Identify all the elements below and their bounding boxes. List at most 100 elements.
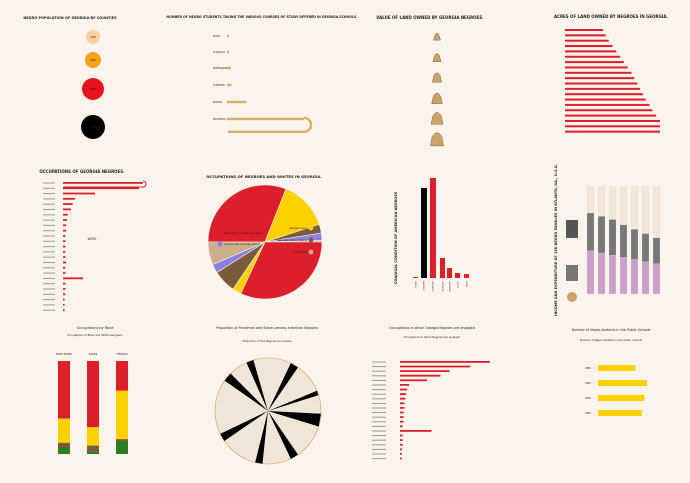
p5-bar [63, 293, 66, 296]
p11-row-label [372, 444, 386, 446]
p1-circle [85, 52, 101, 68]
p8-stack-segment [586, 185, 595, 214]
p5-bar [63, 187, 139, 190]
p8-stack-segment [619, 224, 628, 258]
p5-row-label [43, 304, 55, 306]
p5-row-label [43, 182, 55, 184]
p6-legend-swatch [217, 230, 223, 236]
p2-title: NUMBER OF NEGRO STUDENTS TAKING THE VARI… [166, 15, 357, 19]
p8-photo [566, 265, 578, 281]
p11-bar [400, 379, 427, 382]
p11-bar [400, 443, 403, 446]
p11-bar [400, 457, 402, 460]
p5-row-label [43, 214, 55, 216]
p4-bar [565, 45, 613, 48]
p4-bar [565, 66, 628, 69]
p7-category-label: TOTAL [465, 281, 468, 288]
p11-row-label [372, 375, 386, 377]
p5-row-label [43, 187, 55, 189]
p5-row-label [43, 293, 55, 295]
p2-bar [227, 50, 229, 54]
p9-category-label: MALES [89, 352, 98, 356]
p11-bar [400, 420, 404, 423]
p6-legend-label: MANUFACTURING [290, 227, 308, 230]
p10-wedge [268, 411, 321, 427]
p1-circle [86, 30, 100, 44]
p2-bar [227, 83, 232, 87]
p5-bar [63, 261, 67, 264]
p5-bar [63, 266, 66, 269]
p5-row-label [43, 198, 55, 200]
p5-row-label [43, 272, 55, 274]
p5-row-label [43, 309, 55, 311]
p11-bar [400, 365, 471, 368]
p3-moneybag-icon [433, 32, 441, 41]
p11-bar [400, 416, 404, 418]
p8-stack-segment [619, 185, 628, 225]
p6-legend-label: DOMESTIC AND PERSONAL SERVICE [224, 243, 261, 246]
p7-title: CONJUGAL CONDITION OF AMERICAN NEGROES [394, 191, 398, 284]
p5-bar [63, 213, 68, 216]
p8-stack-segment [652, 185, 661, 238]
p5-row-label [43, 219, 55, 221]
p7-bar [421, 188, 427, 278]
p11-bar [400, 370, 450, 372]
p6-legend-swatch [308, 249, 314, 255]
p4-bar [565, 93, 643, 96]
p12-category-label: 1885 [585, 382, 591, 385]
p11-bar [400, 439, 403, 441]
p9-stack-segment [116, 439, 128, 441]
p2-category-label: MUSIC [213, 35, 221, 38]
p11-title: Occupations in which Georgia Negroes are… [389, 326, 475, 330]
p11-subtitle: Occupations in which Negroes are engaged [404, 335, 461, 339]
p11-row-label [372, 407, 386, 409]
p4-bar [565, 34, 606, 37]
p8-stack-segment [641, 261, 650, 295]
p2-category-label: PROFESSIONAL [213, 67, 230, 70]
p6-pie-slice [240, 241, 323, 300]
p5-bar [63, 277, 83, 280]
p5-bar [63, 182, 143, 184]
p11-row-label [372, 425, 386, 427]
p1-circle-label: 5000 [90, 88, 96, 91]
p4-bar [565, 39, 609, 42]
p11-row-label [372, 412, 386, 414]
p1-circle [82, 78, 104, 100]
p12-category-label: 1895 [585, 412, 591, 415]
p11-row-label [372, 448, 386, 450]
p5-row-label [43, 209, 55, 210]
p5-row-label [43, 267, 55, 269]
p5-center-label: 1890. [87, 237, 97, 241]
p4-bar [565, 130, 660, 133]
p4-title: ACRES OF LAND OWNED BY NEGROES IN GEORGI… [554, 14, 669, 19]
p6-legend-swatch [217, 241, 223, 247]
p4-bar [565, 61, 624, 64]
p9-category-label: FEMALES [116, 352, 128, 356]
p5-row-label [43, 193, 55, 195]
p11-bar [400, 361, 490, 363]
p4-bar [565, 87, 641, 90]
p9-stack-segment [116, 361, 128, 391]
p5-bar [63, 250, 66, 253]
p11-bar [400, 402, 405, 405]
p5-row-label [43, 224, 55, 226]
p5-row-label [43, 262, 55, 263]
p11-row-label [372, 361, 386, 363]
p4-bar [565, 50, 617, 53]
p1-circle-label: 1000 [90, 36, 96, 39]
p2-category-label: INDUSTRIAL [213, 118, 227, 121]
p11-bar [400, 411, 404, 414]
p5-bar [63, 240, 66, 243]
p11-bar [400, 388, 408, 391]
p5-bar [63, 208, 71, 211]
p5-bar [63, 282, 66, 285]
p2-bar [227, 117, 304, 121]
chart-marks: 1000 2500 5000 10000 MUSIC CLASSICAL PROFESSIO… [43, 29, 661, 465]
p2-bar [227, 100, 247, 104]
p7-bar [455, 273, 460, 278]
p5-row-label [43, 299, 55, 301]
p3-moneybag-icon [432, 53, 442, 62]
p3-moneybag-icon [432, 72, 442, 83]
p9-stack-segment [58, 447, 70, 454]
p8-stack-segment [597, 252, 606, 295]
